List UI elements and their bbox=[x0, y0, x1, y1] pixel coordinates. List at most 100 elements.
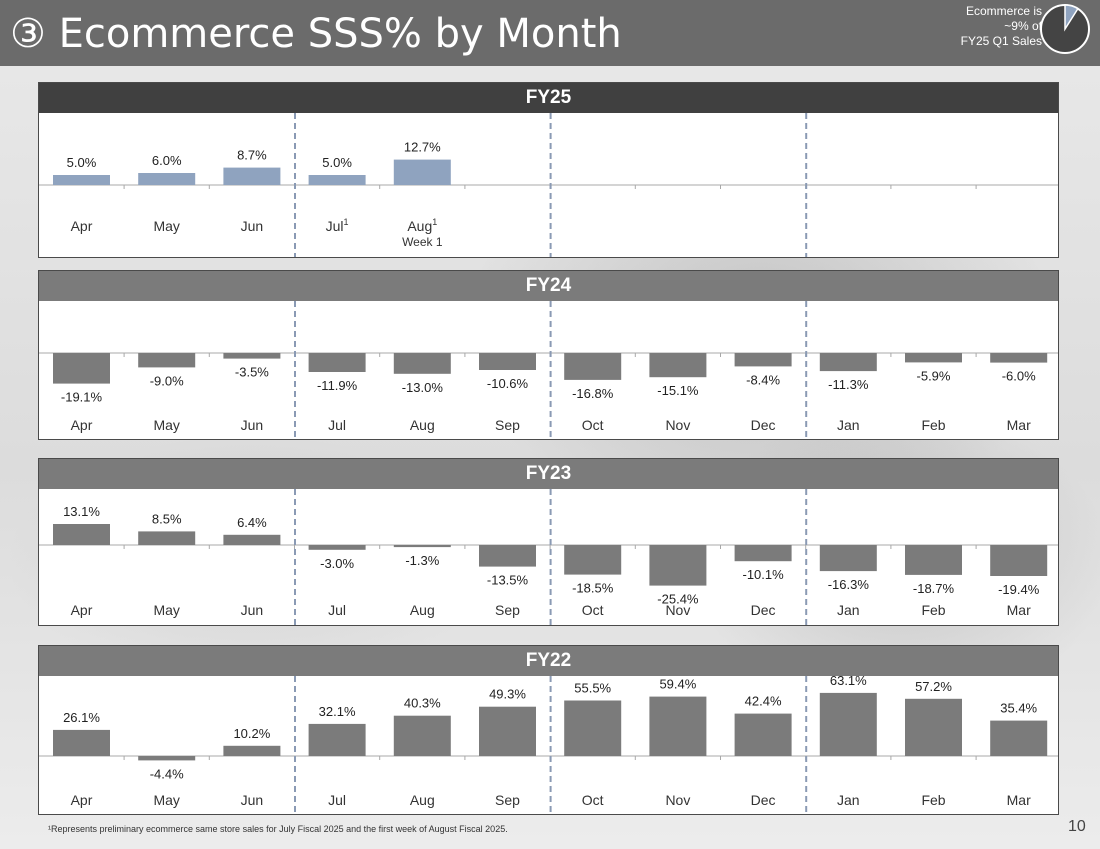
fy24-bar-apr bbox=[53, 353, 110, 384]
fy25-panel-title: FY25 bbox=[39, 83, 1058, 113]
fy22-data-label: 32.1% bbox=[319, 704, 356, 719]
fy24-bar-oct bbox=[564, 353, 622, 380]
fy24-data-label: -3.5% bbox=[235, 365, 269, 380]
fy23-data-label: -18.5% bbox=[572, 581, 614, 596]
fy23-category-label: Feb bbox=[921, 602, 945, 618]
fy22-category-label: Apr bbox=[71, 792, 93, 808]
fy22-category-label: Jun bbox=[241, 792, 264, 808]
fy24-data-label: -11.9% bbox=[317, 378, 358, 393]
fy22-data-label: 57.2% bbox=[915, 679, 952, 694]
fy25-bar-jun bbox=[223, 167, 281, 185]
fy25-category-label: May bbox=[153, 218, 179, 234]
fy24-category-label: Apr bbox=[71, 417, 93, 433]
fy22-category-label: Sep bbox=[495, 792, 520, 808]
fy25-category-label: Apr bbox=[71, 218, 93, 234]
fy24-category-label: Aug bbox=[410, 417, 435, 433]
fy22-category-label: Oct bbox=[582, 792, 604, 808]
fy24-data-label: -6.0% bbox=[1002, 369, 1036, 384]
fy23-category-label: Nov bbox=[665, 602, 690, 618]
fy23-panel-title: FY23 bbox=[39, 459, 1058, 489]
fy24-category-label: Jun bbox=[241, 417, 264, 433]
pie-slice-ecommerce bbox=[1064, 4, 1079, 32]
fy22-bar-may bbox=[138, 756, 196, 761]
fy24-data-label: -8.4% bbox=[746, 372, 780, 387]
fy23-bar-mar bbox=[990, 545, 1048, 576]
fy22-data-label: 35.4% bbox=[1000, 701, 1037, 716]
fy23-data-label: -10.1% bbox=[742, 567, 784, 582]
fy22-category-label: Mar bbox=[1007, 792, 1031, 808]
fy23-category-label: Sep bbox=[495, 602, 520, 618]
fy23-bar-jun bbox=[223, 534, 281, 545]
fy22-bar-jun bbox=[223, 745, 281, 756]
fy23-bar-feb bbox=[905, 545, 962, 575]
fy22-panel: FY22 26.1% Apr -4.4% May 10.2% Jun 32.1% Jul 40.… bbox=[38, 645, 1059, 815]
fy23-category-label: Apr bbox=[71, 602, 93, 618]
fy23-bar-nov bbox=[649, 545, 707, 586]
fy23-data-label: -3.0% bbox=[320, 556, 354, 571]
fy25-data-label: 6.0% bbox=[152, 153, 182, 168]
fy22-category-label: Aug bbox=[410, 792, 435, 808]
fy24-category-label: Nov bbox=[665, 417, 690, 433]
fy23-bar-jan bbox=[819, 545, 877, 572]
fy24-bar-jun bbox=[223, 353, 281, 359]
fy24-bar-mar bbox=[990, 353, 1048, 363]
fy24-panel-title: FY24 bbox=[39, 271, 1058, 301]
fy22-data-label: 59.4% bbox=[659, 677, 696, 692]
fy23-category-label: Dec bbox=[751, 602, 776, 618]
fy23-bar-dec bbox=[734, 545, 792, 562]
fy23-data-label: 13.1% bbox=[63, 504, 100, 519]
fy23-bar-jul bbox=[308, 545, 366, 550]
fy22-bar-apr bbox=[53, 729, 110, 756]
fy22-data-label: 26.1% bbox=[63, 710, 100, 725]
callout-text: Ecommerce is ~9% of FY25 Q1 Sales bbox=[930, 4, 1042, 49]
callout-line-3: FY25 Q1 Sales bbox=[960, 34, 1042, 48]
fy24-bar-jul bbox=[308, 353, 366, 372]
fy22-category-label: Nov bbox=[665, 792, 690, 808]
fy22-bar-oct bbox=[564, 700, 622, 756]
fy23-panel: FY23 13.1% Apr 8.5% May 6.4% Jun -3.0% Jul -1.3%… bbox=[38, 458, 1059, 626]
fy22-category-label: Feb bbox=[921, 792, 945, 808]
fy23-category-label: Aug bbox=[410, 602, 435, 618]
fy24-bar-dec bbox=[734, 353, 792, 367]
fy25-data-label: 5.0% bbox=[322, 155, 352, 170]
fy23-category-label: Jul bbox=[328, 602, 346, 618]
fy25-footnote-marker: 1 bbox=[432, 217, 437, 227]
fy23-category-label: Jun bbox=[241, 602, 264, 618]
ecommerce-share-pie bbox=[1040, 4, 1090, 54]
fy25-bar-aug bbox=[393, 159, 451, 185]
fy23-bar-apr bbox=[53, 524, 110, 545]
fy24-data-label: -5.9% bbox=[917, 368, 951, 383]
fy25-panel: FY25 5.0% Apr 6.0% May 8.7% Jun 5.0% Jul1 12.7% A… bbox=[38, 82, 1059, 258]
fy25-category-label: Jul1 bbox=[326, 217, 349, 234]
fy22-bar-aug bbox=[393, 715, 451, 756]
fy23-category-label: Jan bbox=[837, 602, 860, 618]
fy25-bar-may bbox=[138, 173, 196, 185]
page-number: 10 bbox=[1068, 818, 1086, 835]
fy22-bar-nov bbox=[649, 696, 707, 756]
fy24-data-label: -15.1% bbox=[657, 383, 699, 398]
fy23-bar-may bbox=[138, 531, 196, 545]
ecommerce-share-callout: Ecommerce is ~9% of FY25 Q1 Sales bbox=[930, 2, 1092, 60]
fy23-bar-sep bbox=[479, 545, 536, 567]
fy22-category-label: Jan bbox=[837, 792, 860, 808]
fy22-category-label: Dec bbox=[751, 792, 776, 808]
fy22-bar-sep bbox=[479, 706, 536, 756]
fy24-category-label: Jul bbox=[328, 417, 346, 433]
fy22-panel-title: FY22 bbox=[39, 646, 1058, 676]
fy23-bar-chart: 13.1% Apr 8.5% May 6.4% Jun -3.0% Jul -1.3% Aug -1… bbox=[39, 489, 1058, 625]
fy24-panel: FY24 -19.1% Apr -9.0% May -3.5% Jun -11.9% Jul -… bbox=[38, 270, 1059, 440]
fy22-bar-jan bbox=[819, 692, 877, 756]
fy22-data-label: 63.1% bbox=[830, 676, 867, 688]
fy24-category-label: Oct bbox=[582, 417, 604, 433]
fy23-bar-oct bbox=[564, 545, 622, 575]
fy24-bar-may bbox=[138, 353, 196, 368]
fy25-data-label: 12.7% bbox=[404, 140, 441, 155]
callout-line-2: ~9% of bbox=[1004, 19, 1042, 33]
fy24-bar-nov bbox=[649, 353, 707, 378]
fy25-bar-apr bbox=[53, 175, 110, 185]
fy23-bar-aug bbox=[393, 545, 451, 548]
fy23-data-label: -19.4% bbox=[998, 582, 1040, 597]
fy23-data-label: -18.7% bbox=[913, 581, 955, 596]
fy22-bar-jul bbox=[308, 723, 366, 756]
fy25-category-sublabel: Week 1 bbox=[402, 235, 443, 249]
